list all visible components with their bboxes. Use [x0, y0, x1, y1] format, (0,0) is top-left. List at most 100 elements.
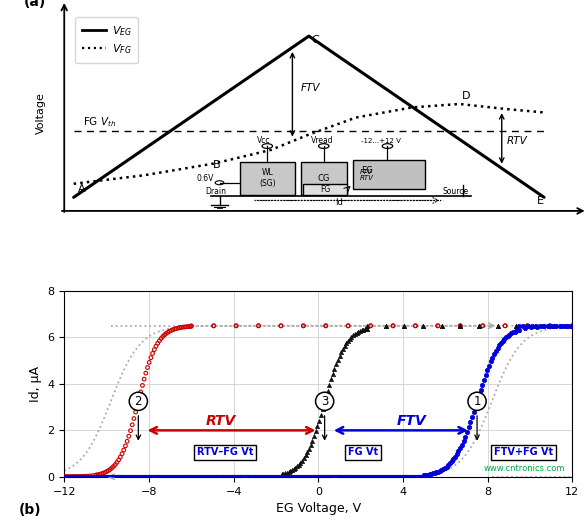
Point [428, 470, 437, 478]
Point [488, 353, 497, 362]
Point [328, 369, 338, 378]
Point [100, 468, 110, 477]
Point [442, 462, 451, 471]
Point [280, 469, 290, 477]
Point [478, 322, 487, 330]
Point [306, 441, 315, 449]
Point [362, 324, 371, 333]
Point [150, 473, 159, 481]
Point [143, 363, 152, 372]
Point [495, 341, 504, 350]
Y-axis label: Id, μA: Id, μA [29, 366, 42, 402]
Point [296, 458, 305, 467]
Point [106, 465, 115, 474]
Point [173, 324, 183, 332]
Point [144, 358, 154, 367]
Point [474, 391, 484, 400]
Point [310, 432, 319, 441]
Point [456, 322, 465, 330]
Point [543, 322, 552, 330]
Point [297, 456, 307, 465]
Point [474, 322, 484, 330]
Point [535, 322, 544, 330]
Point [239, 473, 249, 481]
Point [381, 322, 390, 330]
Point [150, 345, 159, 354]
Point [439, 465, 448, 473]
Point [450, 453, 460, 461]
Text: FG Vt: FG Vt [347, 447, 378, 457]
Point [68, 473, 77, 481]
Point [357, 326, 366, 334]
Point [186, 322, 196, 331]
Text: D: D [462, 91, 470, 101]
Point [432, 468, 441, 476]
Point [388, 322, 398, 330]
Point [119, 446, 128, 454]
Point [359, 325, 368, 334]
Point [153, 339, 162, 347]
Point [74, 473, 84, 481]
Point [353, 328, 363, 336]
Point [568, 322, 577, 330]
Point [461, 432, 470, 441]
Point [209, 322, 218, 330]
Point [112, 458, 121, 466]
Point [459, 436, 468, 445]
Point [68, 473, 78, 481]
X-axis label: EG Voltage, V: EG Voltage, V [276, 502, 361, 515]
Point [231, 322, 241, 330]
Point [435, 467, 444, 475]
Point [304, 445, 314, 453]
Point [478, 322, 487, 330]
Point [160, 331, 169, 339]
Point [298, 322, 308, 330]
Point [299, 454, 308, 463]
Point [568, 322, 577, 330]
Point [449, 455, 458, 464]
Point [336, 348, 346, 356]
Point [465, 418, 475, 427]
Point [568, 322, 577, 330]
Point [325, 380, 334, 389]
Point [294, 461, 304, 469]
Point [279, 470, 288, 478]
Point [549, 322, 558, 330]
Point [360, 325, 370, 333]
Point [355, 327, 364, 335]
Point [116, 453, 125, 461]
Point [425, 470, 434, 478]
Point [330, 365, 339, 373]
Point [124, 432, 134, 440]
Point [544, 322, 554, 330]
Point [303, 448, 312, 456]
Point [484, 362, 493, 370]
Point [418, 322, 427, 330]
Point [422, 471, 431, 479]
Point [127, 421, 137, 429]
Point [547, 322, 557, 330]
Point [513, 326, 523, 334]
Point [474, 322, 484, 330]
Point [155, 336, 164, 345]
Text: FG $V_{th}$: FG $V_{th}$ [83, 115, 116, 128]
Point [559, 322, 569, 330]
Point [350, 330, 360, 338]
Point [126, 427, 135, 435]
Point [472, 397, 482, 405]
Point [437, 466, 446, 474]
Text: Voltage: Voltage [36, 92, 46, 134]
Point [93, 471, 103, 479]
Point [530, 322, 540, 330]
Text: C: C [311, 35, 319, 45]
Point [545, 322, 555, 330]
Text: (b): (b) [19, 503, 41, 517]
Point [276, 322, 286, 330]
Point [122, 473, 131, 481]
Point [508, 328, 517, 336]
Point [321, 322, 331, 330]
Point [340, 342, 349, 350]
Point [399, 322, 409, 330]
Point [289, 465, 298, 473]
Point [452, 450, 461, 458]
